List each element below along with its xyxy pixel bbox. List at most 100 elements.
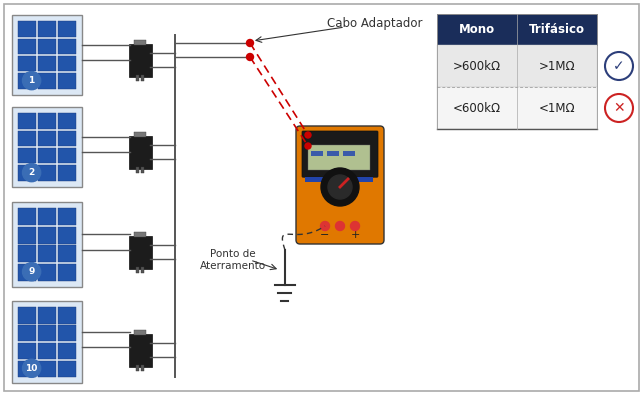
FancyBboxPatch shape xyxy=(58,148,76,164)
FancyBboxPatch shape xyxy=(19,325,37,341)
FancyBboxPatch shape xyxy=(38,361,56,376)
FancyBboxPatch shape xyxy=(19,148,37,164)
FancyBboxPatch shape xyxy=(136,267,139,273)
FancyBboxPatch shape xyxy=(19,209,37,225)
Circle shape xyxy=(336,222,345,231)
FancyBboxPatch shape xyxy=(141,267,145,273)
FancyBboxPatch shape xyxy=(38,56,56,71)
FancyBboxPatch shape xyxy=(19,264,37,280)
FancyBboxPatch shape xyxy=(58,264,76,280)
FancyBboxPatch shape xyxy=(58,227,76,244)
FancyBboxPatch shape xyxy=(38,245,56,262)
FancyBboxPatch shape xyxy=(58,73,76,88)
Text: 9: 9 xyxy=(28,267,35,276)
FancyBboxPatch shape xyxy=(19,73,37,88)
FancyBboxPatch shape xyxy=(19,343,37,359)
FancyBboxPatch shape xyxy=(38,343,56,359)
Circle shape xyxy=(23,164,41,182)
FancyBboxPatch shape xyxy=(38,39,56,54)
FancyBboxPatch shape xyxy=(12,202,82,287)
FancyBboxPatch shape xyxy=(4,4,639,391)
Text: >1MΩ: >1MΩ xyxy=(539,60,575,73)
FancyBboxPatch shape xyxy=(129,135,152,169)
FancyBboxPatch shape xyxy=(38,325,56,341)
Circle shape xyxy=(246,40,253,47)
FancyBboxPatch shape xyxy=(58,21,76,37)
FancyBboxPatch shape xyxy=(141,167,145,173)
FancyBboxPatch shape xyxy=(19,361,37,376)
FancyBboxPatch shape xyxy=(19,307,37,324)
Circle shape xyxy=(350,222,359,231)
Text: ✓: ✓ xyxy=(613,59,625,73)
FancyBboxPatch shape xyxy=(58,39,76,54)
Text: >600kΩ: >600kΩ xyxy=(453,60,501,73)
FancyBboxPatch shape xyxy=(437,87,597,129)
FancyBboxPatch shape xyxy=(311,151,323,156)
Circle shape xyxy=(305,132,311,138)
Text: Trifásico: Trifásico xyxy=(529,23,585,36)
Circle shape xyxy=(246,53,253,60)
Circle shape xyxy=(321,168,359,206)
Text: ✕: ✕ xyxy=(613,101,625,115)
FancyBboxPatch shape xyxy=(19,113,37,129)
FancyBboxPatch shape xyxy=(327,151,339,156)
FancyBboxPatch shape xyxy=(19,56,37,71)
FancyBboxPatch shape xyxy=(129,235,152,269)
FancyBboxPatch shape xyxy=(38,148,56,164)
FancyBboxPatch shape xyxy=(58,56,76,71)
FancyBboxPatch shape xyxy=(19,165,37,181)
Circle shape xyxy=(320,222,329,231)
Text: 2: 2 xyxy=(28,168,35,177)
Circle shape xyxy=(305,143,311,149)
Text: Mono: Mono xyxy=(459,23,495,36)
FancyBboxPatch shape xyxy=(136,365,139,371)
FancyBboxPatch shape xyxy=(136,167,139,173)
FancyBboxPatch shape xyxy=(12,107,82,187)
Circle shape xyxy=(328,175,352,199)
FancyBboxPatch shape xyxy=(38,264,56,280)
FancyBboxPatch shape xyxy=(129,333,152,367)
Text: 1: 1 xyxy=(28,76,35,85)
Text: <600kΩ: <600kΩ xyxy=(453,102,501,115)
FancyBboxPatch shape xyxy=(134,132,146,137)
FancyBboxPatch shape xyxy=(19,131,37,146)
FancyBboxPatch shape xyxy=(38,21,56,37)
Circle shape xyxy=(23,263,41,281)
FancyBboxPatch shape xyxy=(58,165,76,181)
FancyBboxPatch shape xyxy=(437,13,597,45)
FancyBboxPatch shape xyxy=(343,151,355,156)
FancyBboxPatch shape xyxy=(38,131,56,146)
FancyBboxPatch shape xyxy=(38,209,56,225)
Text: <1MΩ: <1MΩ xyxy=(539,102,575,115)
FancyBboxPatch shape xyxy=(134,232,146,237)
FancyBboxPatch shape xyxy=(136,75,139,81)
Text: −: − xyxy=(320,230,330,240)
Text: Cabo Adaptador: Cabo Adaptador xyxy=(327,17,422,30)
FancyBboxPatch shape xyxy=(38,113,56,129)
FancyBboxPatch shape xyxy=(134,40,146,45)
FancyBboxPatch shape xyxy=(38,165,56,181)
Circle shape xyxy=(23,71,41,90)
FancyBboxPatch shape xyxy=(12,15,82,95)
FancyBboxPatch shape xyxy=(58,113,76,129)
FancyBboxPatch shape xyxy=(296,126,384,244)
Text: +: + xyxy=(350,230,359,240)
FancyBboxPatch shape xyxy=(58,245,76,262)
FancyBboxPatch shape xyxy=(19,21,37,37)
FancyBboxPatch shape xyxy=(58,343,76,359)
FancyBboxPatch shape xyxy=(302,131,378,177)
FancyBboxPatch shape xyxy=(38,307,56,324)
FancyBboxPatch shape xyxy=(437,45,597,87)
FancyBboxPatch shape xyxy=(308,145,370,170)
FancyBboxPatch shape xyxy=(38,73,56,88)
Text: Ponto de
Aterramento: Ponto de Aterramento xyxy=(200,249,266,271)
Circle shape xyxy=(23,359,41,377)
FancyBboxPatch shape xyxy=(58,307,76,324)
FancyBboxPatch shape xyxy=(38,227,56,244)
FancyBboxPatch shape xyxy=(141,75,145,81)
FancyBboxPatch shape xyxy=(134,330,146,335)
FancyBboxPatch shape xyxy=(58,325,76,341)
FancyBboxPatch shape xyxy=(12,301,82,383)
FancyBboxPatch shape xyxy=(19,39,37,54)
Text: 10: 10 xyxy=(26,364,38,373)
